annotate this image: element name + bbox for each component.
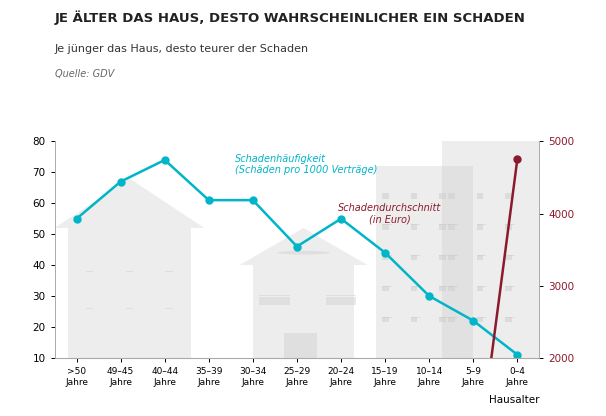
Bar: [382, 193, 391, 194]
Bar: [505, 286, 515, 287]
Bar: [505, 317, 512, 322]
Bar: [126, 308, 133, 309]
Bar: [411, 224, 421, 225]
Bar: [505, 193, 512, 198]
Bar: [477, 193, 487, 194]
Bar: [68, 228, 191, 358]
Bar: [165, 308, 173, 309]
Bar: [448, 193, 454, 198]
Bar: [505, 255, 512, 260]
Bar: [439, 193, 449, 194]
Bar: [477, 224, 487, 225]
Bar: [411, 317, 418, 322]
Text: Schadendurchschnitt
(in Euro): Schadendurchschnitt (in Euro): [338, 203, 441, 224]
Circle shape: [277, 251, 330, 255]
Bar: [382, 317, 388, 322]
Text: JE ÄLTER DAS HAUS, DESTO WAHRSCHEINLICHER EIN SCHADEN: JE ÄLTER DAS HAUS, DESTO WAHRSCHEINLICHE…: [55, 10, 525, 25]
Bar: [382, 224, 388, 230]
Bar: [411, 224, 418, 230]
Bar: [411, 255, 421, 256]
Bar: [448, 193, 458, 194]
Bar: [477, 255, 487, 256]
Bar: [382, 255, 391, 256]
Bar: [411, 286, 418, 291]
Bar: [284, 333, 317, 358]
Bar: [382, 193, 388, 198]
Bar: [382, 286, 388, 291]
Text: Quelle: GDV: Quelle: GDV: [55, 69, 114, 79]
Bar: [477, 286, 484, 291]
Polygon shape: [55, 178, 204, 228]
Bar: [439, 255, 446, 260]
Bar: [477, 193, 484, 198]
Bar: [259, 295, 290, 296]
Bar: [382, 255, 388, 260]
Bar: [448, 224, 458, 225]
Bar: [439, 255, 449, 256]
Text: Hausalter: Hausalter: [489, 394, 539, 404]
Bar: [411, 255, 418, 260]
Bar: [448, 317, 454, 322]
Bar: [382, 224, 391, 225]
Bar: [442, 141, 539, 358]
Bar: [126, 271, 133, 272]
Bar: [86, 308, 93, 309]
Bar: [439, 224, 446, 230]
Text: Schadenhäufigkeit
(Schäden pro 1000 Verträge): Schadenhäufigkeit (Schäden pro 1000 Vert…: [235, 154, 378, 176]
Bar: [411, 193, 421, 194]
Bar: [382, 286, 391, 287]
Bar: [448, 255, 458, 256]
Bar: [477, 286, 487, 287]
Bar: [325, 295, 356, 296]
Bar: [505, 255, 515, 256]
Bar: [439, 317, 446, 322]
Bar: [439, 193, 446, 198]
Bar: [86, 271, 93, 272]
Bar: [505, 193, 515, 194]
Bar: [259, 297, 290, 305]
Bar: [165, 271, 173, 272]
Bar: [448, 286, 458, 287]
Bar: [505, 286, 512, 291]
Bar: [439, 224, 449, 225]
Bar: [411, 286, 421, 287]
Bar: [448, 255, 454, 260]
Bar: [376, 166, 473, 358]
Bar: [439, 286, 446, 291]
Bar: [253, 265, 355, 358]
Bar: [477, 317, 484, 322]
Bar: [505, 224, 515, 225]
Bar: [325, 297, 356, 305]
Bar: [477, 255, 484, 260]
Text: Je jünger das Haus, desto teurer der Schaden: Je jünger das Haus, desto teurer der Sch…: [55, 44, 308, 54]
Bar: [411, 193, 418, 198]
Bar: [505, 224, 512, 230]
Bar: [439, 286, 449, 287]
Polygon shape: [239, 228, 367, 265]
Bar: [448, 224, 454, 230]
Bar: [448, 286, 454, 291]
Bar: [477, 224, 484, 230]
